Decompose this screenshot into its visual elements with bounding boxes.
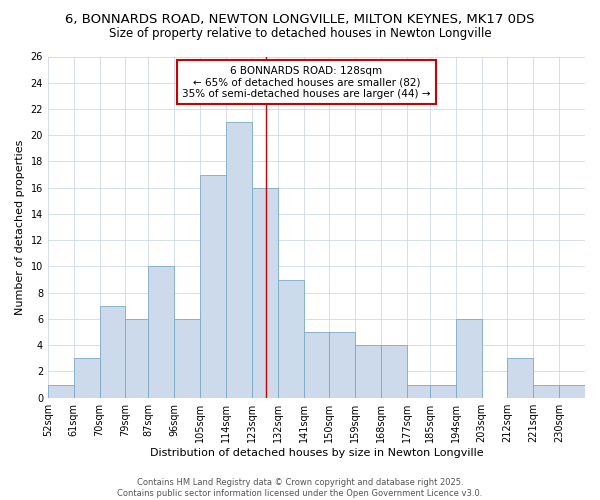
Bar [304,332,329,398]
Bar [74,358,100,398]
Bar [226,122,252,398]
Bar [148,266,174,398]
Text: 6 BONNARDS ROAD: 128sqm
← 65% of detached houses are smaller (82)
35% of semi-de: 6 BONNARDS ROAD: 128sqm ← 65% of detache… [182,66,431,99]
Bar [100,306,125,398]
Bar [355,345,381,398]
Bar [533,384,559,398]
Bar [559,384,585,398]
Bar [381,345,407,398]
Bar [329,332,355,398]
Y-axis label: Number of detached properties: Number of detached properties [15,140,25,315]
Bar [508,358,533,398]
Bar [456,319,482,398]
Bar [48,384,74,398]
Text: Contains HM Land Registry data © Crown copyright and database right 2025.
Contai: Contains HM Land Registry data © Crown c… [118,478,482,498]
Bar [174,319,200,398]
Bar [125,319,148,398]
Bar [252,188,278,398]
X-axis label: Distribution of detached houses by size in Newton Longville: Distribution of detached houses by size … [149,448,483,458]
Bar [200,174,226,398]
Bar [278,280,304,398]
Bar [407,384,430,398]
Bar [430,384,456,398]
Text: Size of property relative to detached houses in Newton Longville: Size of property relative to detached ho… [109,28,491,40]
Text: 6, BONNARDS ROAD, NEWTON LONGVILLE, MILTON KEYNES, MK17 0DS: 6, BONNARDS ROAD, NEWTON LONGVILLE, MILT… [65,12,535,26]
